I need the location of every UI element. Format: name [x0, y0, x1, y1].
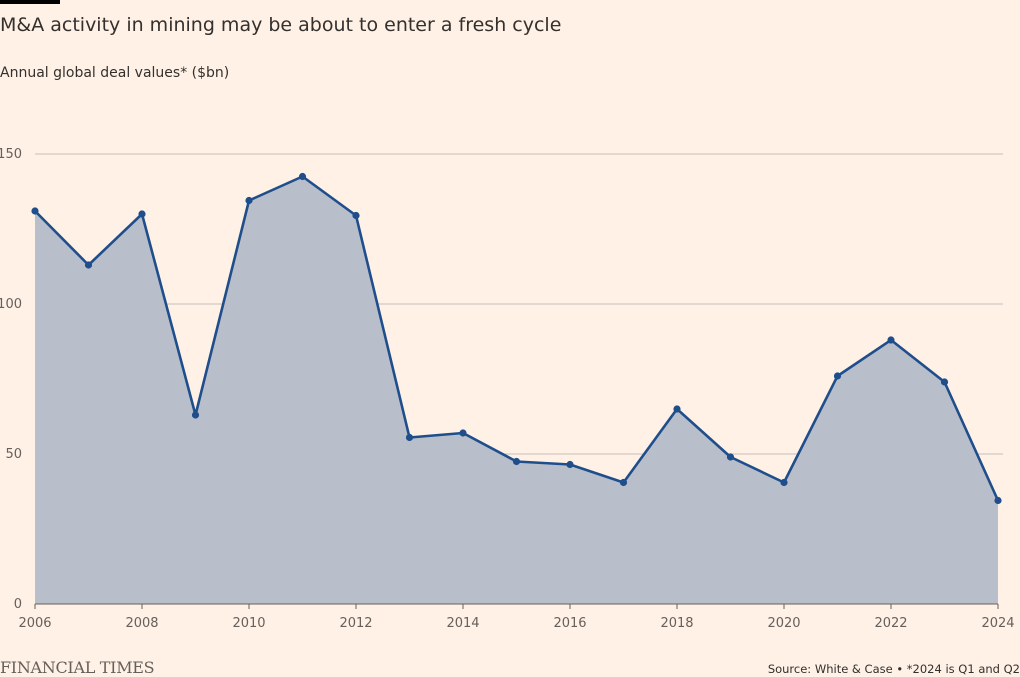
- x-tick-label-2008: 2008: [125, 616, 158, 631]
- data-point-2007: [84, 261, 93, 269]
- y-tick-label-0: 0: [14, 597, 22, 612]
- area-layer: [35, 176, 998, 604]
- data-point-2012: [352, 211, 360, 220]
- data-point-2018: [673, 405, 681, 413]
- chart-subtitle: Annual global deal values* ($bn): [0, 65, 230, 81]
- data-point-2019: [726, 453, 735, 461]
- y-tick-label-150: 150: [0, 147, 22, 162]
- data-point-2024: [994, 496, 1002, 505]
- x-tick-label-2010: 2010: [232, 616, 265, 631]
- data-point-2011: [298, 172, 307, 181]
- data-point-2022: [887, 336, 895, 344]
- x-tick-label-2012: 2012: [339, 616, 372, 631]
- data-point-2009: [191, 411, 200, 419]
- x-tick-label-2006: 2006: [18, 616, 51, 631]
- x-tick-label-2014: 2014: [446, 616, 479, 631]
- series-area-fill: [35, 176, 998, 604]
- axis-layer: [34, 603, 999, 609]
- x-tick-label-2016: 2016: [553, 616, 586, 631]
- data-point-2015: [512, 457, 521, 466]
- source-note: Source: White & Case • *2024 is Q1 and Q…: [767, 662, 1020, 676]
- data-point-2020: [780, 478, 788, 487]
- brand-accent-bar: [0, 0, 60, 4]
- tick-labels: 0 50 100 150 2006 2008 2010 2012 2014 2016 2018 202…: [0, 147, 1015, 631]
- x-tick-label-2018: 2018: [660, 616, 693, 631]
- data-point-2006: [31, 207, 39, 215]
- data-point-2008: [138, 210, 146, 218]
- chart-title: M&A activity in mining may be about to e…: [0, 14, 562, 36]
- data-point-2016: [566, 460, 574, 469]
- x-tick-label-2024: 2024: [981, 616, 1014, 631]
- data-point-2017: [619, 478, 628, 487]
- data-point-2014: [459, 429, 467, 437]
- ft-logo: FINANCIAL TIMES: [0, 658, 155, 677]
- y-tick-label-100: 100: [0, 297, 22, 312]
- x-tick-label-2020: 2020: [767, 616, 800, 631]
- data-point-2021: [833, 372, 842, 380]
- x-tick-label-2022: 2022: [874, 616, 907, 631]
- y-tick-label-50: 50: [5, 447, 22, 462]
- point-layer: [31, 172, 1002, 505]
- data-point-2010: [245, 196, 253, 205]
- data-point-2023: [940, 378, 949, 386]
- data-point-2013: [405, 433, 414, 442]
